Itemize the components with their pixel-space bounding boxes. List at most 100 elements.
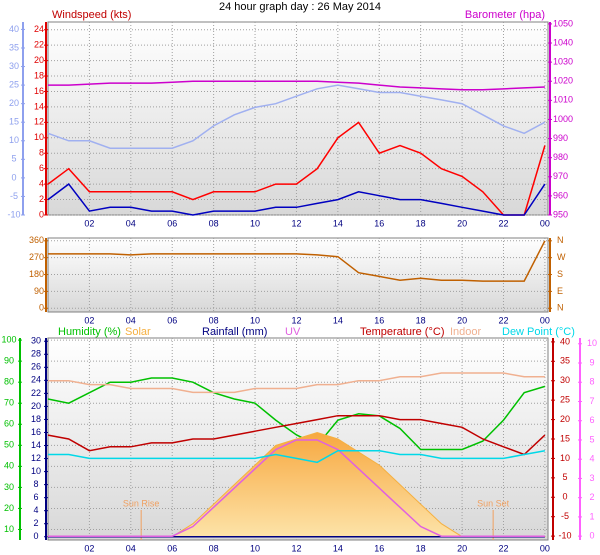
x-tick-label: 10 [250,543,260,553]
y-tick-label: 5 [562,472,567,482]
y-tick-label: 360 [29,235,44,245]
x-tick-label: 22 [498,218,508,228]
line [48,240,546,282]
y-tick-label: -5 [10,191,18,201]
y-tick-label: 70 [4,398,14,408]
annotation: Sun Set [477,498,510,508]
y-tick-label: 30 [9,61,19,71]
y-tick-label: 4 [39,178,44,188]
y-tick-label: 30 [4,482,14,492]
y-tick-label: E [557,286,563,296]
line [48,449,546,464]
y-tick-label: 1000 [553,114,573,124]
y-tick-label: 40 [9,24,19,34]
y-tick-label: 14 [34,101,44,111]
y-tick-label: 10 [560,453,570,463]
y-tick-label: 20 [9,98,19,108]
y-tick-label: 8 [589,377,594,387]
x-tick-label: 18 [416,315,426,325]
y-tick-label: -10 [558,530,571,540]
y-tick-label: 4 [589,454,594,464]
line [48,80,545,91]
y-tick-label: 25 [560,395,570,405]
y-tick-label: 24 [31,375,41,385]
y-tick-label: 10 [9,135,19,145]
y-tick-label: 6 [39,163,44,173]
x-tick-label: 22 [498,543,508,553]
y-tick-label: 6 [33,492,38,502]
line [48,439,545,537]
y-tick-label: 1040 [553,37,573,47]
y-tick-label: S [557,269,563,279]
legend-entry: UV [285,326,301,338]
y-tick-label: 950 [553,209,568,219]
y-tick-label: 270 [29,252,44,262]
y-tick-label: 0 [589,531,594,541]
y-tick-label: 15 [9,117,19,127]
x-tick-label: 16 [374,315,384,325]
y-tick-label: 4 [33,505,38,515]
x-tick-label: 14 [333,218,343,228]
y-tick-label: 990 [553,133,568,143]
y-tick-label: 14 [31,440,41,450]
y-tick-label: 28 [31,349,41,359]
line [48,372,545,394]
y-tick-label: 9 [589,357,594,367]
y-tick-label: 35 [560,356,570,366]
y-tick-label: -10 [7,209,20,219]
y-tick-label: 960 [553,190,568,200]
y-tick-label: 15 [560,433,570,443]
y-tick-label: 1050 [553,18,573,28]
legend-entry: Temperature (°C) [360,326,444,338]
y-tick-label: 80 [4,377,14,387]
y-tick-label: N [557,303,564,313]
y-tick-label: 60 [4,419,14,429]
x-tick-label: 14 [333,543,343,553]
x-tick-label: 16 [374,543,384,553]
x-tick-label: 08 [209,315,219,325]
x-tick-label: 12 [291,218,301,228]
x-tick-label: 18 [416,543,426,553]
y-tick-label: 8 [33,479,38,489]
y-tick-label: 3 [589,473,594,483]
y-tick-label: 970 [553,171,568,181]
y-tick-label: 8 [39,148,44,158]
y-tick-label: 40 [4,461,14,471]
x-tick-label: 04 [126,218,136,228]
x-tick-label: 14 [333,315,343,325]
y-tick-label: 10 [31,466,41,476]
y-tick-label: 0 [39,209,44,219]
x-tick-label: 10 [250,218,260,228]
y-tick-label: 90 [34,286,44,296]
line [47,121,546,216]
legend-entry: Humidity (%) [58,326,121,338]
x-tick-label: 08 [209,543,219,553]
chart-title: 24 hour graph day : 26 May 2014 [219,1,381,13]
x-tick-label: 00 [540,315,550,325]
y-tick-label: 35 [9,42,19,52]
y-tick-label: 12 [34,117,44,127]
x-tick-label: 04 [126,543,136,553]
y-tick-label: N [557,235,564,245]
y-tick-label: 2 [39,194,44,204]
y-tick-label: 20 [4,503,14,513]
x-tick-label: 02 [84,315,94,325]
y-tick-label: 1020 [553,76,573,86]
y-tick-label: 18 [34,70,44,80]
annotation: Sun Rise [123,498,160,508]
y-tick-label: 0 [562,492,567,502]
y-tick-label: 90 [4,356,14,366]
y-tick-label: 12 [31,453,41,463]
x-tick-label: 20 [457,315,467,325]
y-tick-label: 25 [9,79,19,89]
x-tick-label: 20 [457,543,467,553]
y-tick-label: 50 [4,440,14,450]
x-tick-label: 06 [167,218,177,228]
y-tick-label: 2 [33,518,38,528]
y-tick-label: 5 [11,154,16,164]
line [47,84,546,149]
y-tick-label: 6 [589,415,594,425]
y-tick-label: 0 [11,172,16,182]
y-tick-label: 1010 [553,95,573,105]
